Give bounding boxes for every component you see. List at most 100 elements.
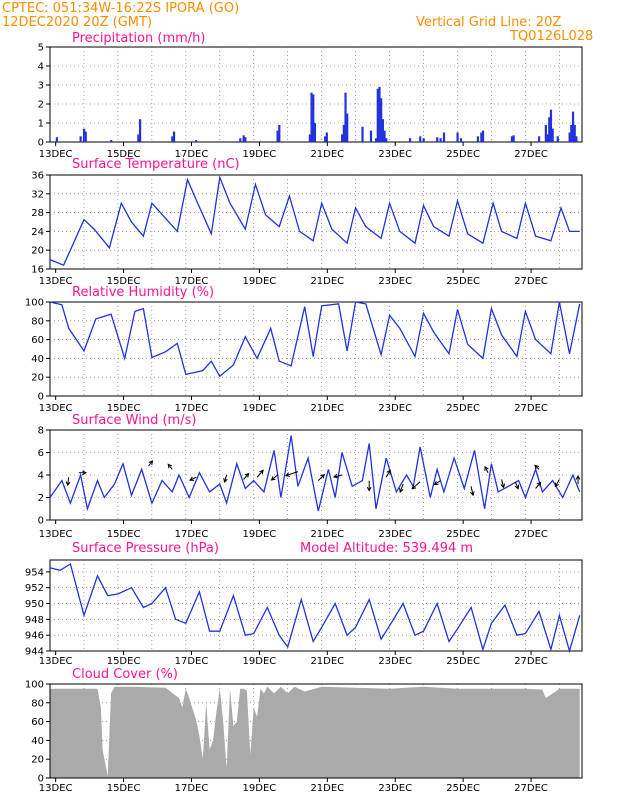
wind-arrow-head	[575, 474, 581, 480]
precip-bar	[361, 126, 364, 142]
x-tick-label: 21DEC	[310, 529, 344, 540]
y-tick-label: 3	[38, 81, 44, 92]
x-tick-label: 15DEC	[107, 529, 141, 540]
y-tick-label: 1	[38, 119, 44, 130]
y-tick-label: 0	[38, 516, 44, 527]
wind-arrow	[535, 482, 541, 489]
wind-arrow-head	[82, 470, 87, 476]
wind-arrow	[224, 474, 228, 483]
y-tick-label: 0	[38, 774, 44, 785]
x-tick-label: 25DEC	[446, 276, 480, 287]
x-tick-label: 23DEC	[378, 656, 412, 667]
x-tick-label: 21DEC	[310, 783, 344, 794]
wind-arrow	[399, 483, 404, 493]
panel-4: 0 2 4 6 8 13DEC 15DEC 17DEC 19DEC 21DEC 23DEC 25DEC…	[38, 413, 583, 540]
precip-bar	[312, 94, 315, 142]
header-datetime: 12DEC2020 20Z (GMT)	[2, 15, 153, 30]
panel-6: 0 20 40 60 80 100 13DEC 15DEC 17DEC 19DEC 21DEC 23D…	[25, 667, 583, 794]
panel-title: Surface Temperature (nC)	[72, 157, 240, 172]
precip-bar	[369, 130, 373, 142]
precip-bar	[385, 138, 388, 142]
x-tick-label: 19DEC	[243, 783, 277, 794]
precip-bar	[376, 88, 379, 142]
x-tick-label: 15DEC	[107, 403, 141, 414]
wind-arrow-head	[270, 476, 276, 481]
x-tick-label: 27DEC	[514, 403, 548, 414]
wind-arrow	[189, 476, 197, 481]
precip-bar	[172, 131, 176, 142]
precip-bar	[342, 124, 345, 142]
y-tick-label: 952	[25, 583, 44, 594]
precip-bar	[380, 98, 383, 142]
precip-bar	[242, 135, 245, 142]
precip-bar	[546, 134, 549, 142]
panel-title: Surface Pressure (hPa)	[72, 541, 219, 556]
wind-arrow-head	[433, 480, 439, 486]
y-tick-label: 100	[25, 680, 44, 691]
precip-bar	[308, 134, 311, 142]
x-tick-label: 15DEC	[107, 783, 141, 794]
y-tick-label: 946	[25, 631, 44, 642]
wind-arrow	[271, 474, 278, 481]
wind-arrow	[317, 474, 325, 481]
precip-bar	[548, 117, 551, 142]
wind-arrow	[470, 486, 474, 496]
plot-frame	[49, 174, 583, 270]
y-tick-label: 60	[31, 717, 44, 728]
precip-bar	[436, 137, 439, 142]
y-tick-label: 6	[38, 448, 44, 459]
wind-arrow	[385, 470, 391, 478]
precip-bar	[383, 130, 386, 142]
precip-bar	[324, 136, 327, 142]
x-tick-label: 17DEC	[175, 149, 209, 160]
x-tick-label: 23DEC	[378, 783, 412, 794]
x-tick-label: 19DEC	[243, 149, 277, 160]
wind-arrow-head	[514, 484, 520, 490]
precip-bar	[79, 136, 82, 142]
wind-arrow-head	[484, 465, 489, 471]
y-tick-label: 20	[31, 755, 44, 766]
precip-bar	[419, 136, 422, 142]
precip-bar	[346, 113, 349, 142]
y-tick-label: 944	[25, 647, 44, 658]
y-tick-label: 80	[31, 698, 44, 709]
x-tick-label: 19DEC	[243, 403, 277, 414]
wind-arrow-head	[536, 481, 542, 487]
precip-bar	[137, 134, 140, 142]
x-tick-label: 13DEC	[39, 149, 73, 160]
y-tick-label: 950	[25, 599, 44, 610]
wind-arrow-head	[500, 483, 506, 489]
precip-bar	[341, 134, 344, 142]
wind-arrow-head	[534, 464, 539, 470]
wind-arrow-head	[167, 463, 173, 469]
wind-arrow-head	[366, 486, 372, 492]
header-grid-line: Vertical Grid Line: 20Z	[416, 15, 562, 30]
wind-arrow-head	[386, 469, 391, 475]
precip-bar	[573, 124, 576, 142]
precip-bar	[422, 138, 425, 142]
x-tick-label: 15DEC	[107, 149, 141, 160]
y-tick-label: 80	[31, 316, 44, 327]
wind-arrow	[333, 474, 343, 478]
precip-bar	[570, 124, 573, 142]
wind-arrow-head	[554, 482, 560, 488]
wind-arrow-head	[284, 472, 290, 477]
y-tick-label: 0	[38, 392, 44, 403]
y-tick-label: 60	[31, 335, 44, 346]
panel-1: 0 1 2 3 4 5 13DEC 15DEC 17DEC 19DEC 21DEC 23DEC 25DE…	[38, 31, 583, 160]
plot-frame	[49, 683, 583, 779]
precip-bar	[481, 130, 485, 142]
precip-bar	[310, 92, 313, 142]
x-tick-label: 17DEC	[175, 529, 209, 540]
wind-arrow	[484, 466, 489, 473]
x-tick-label: 13DEC	[39, 276, 73, 287]
precip-bar	[244, 137, 247, 142]
y-tick-label: 4	[38, 471, 44, 482]
precip-bar	[195, 140, 198, 142]
plot-frame	[49, 301, 583, 397]
x-tick-label: 21DEC	[310, 403, 344, 414]
wind-arrow-head	[223, 477, 228, 484]
x-tick-label: 17DEC	[175, 783, 209, 794]
y-tick-label: 24	[31, 227, 44, 238]
